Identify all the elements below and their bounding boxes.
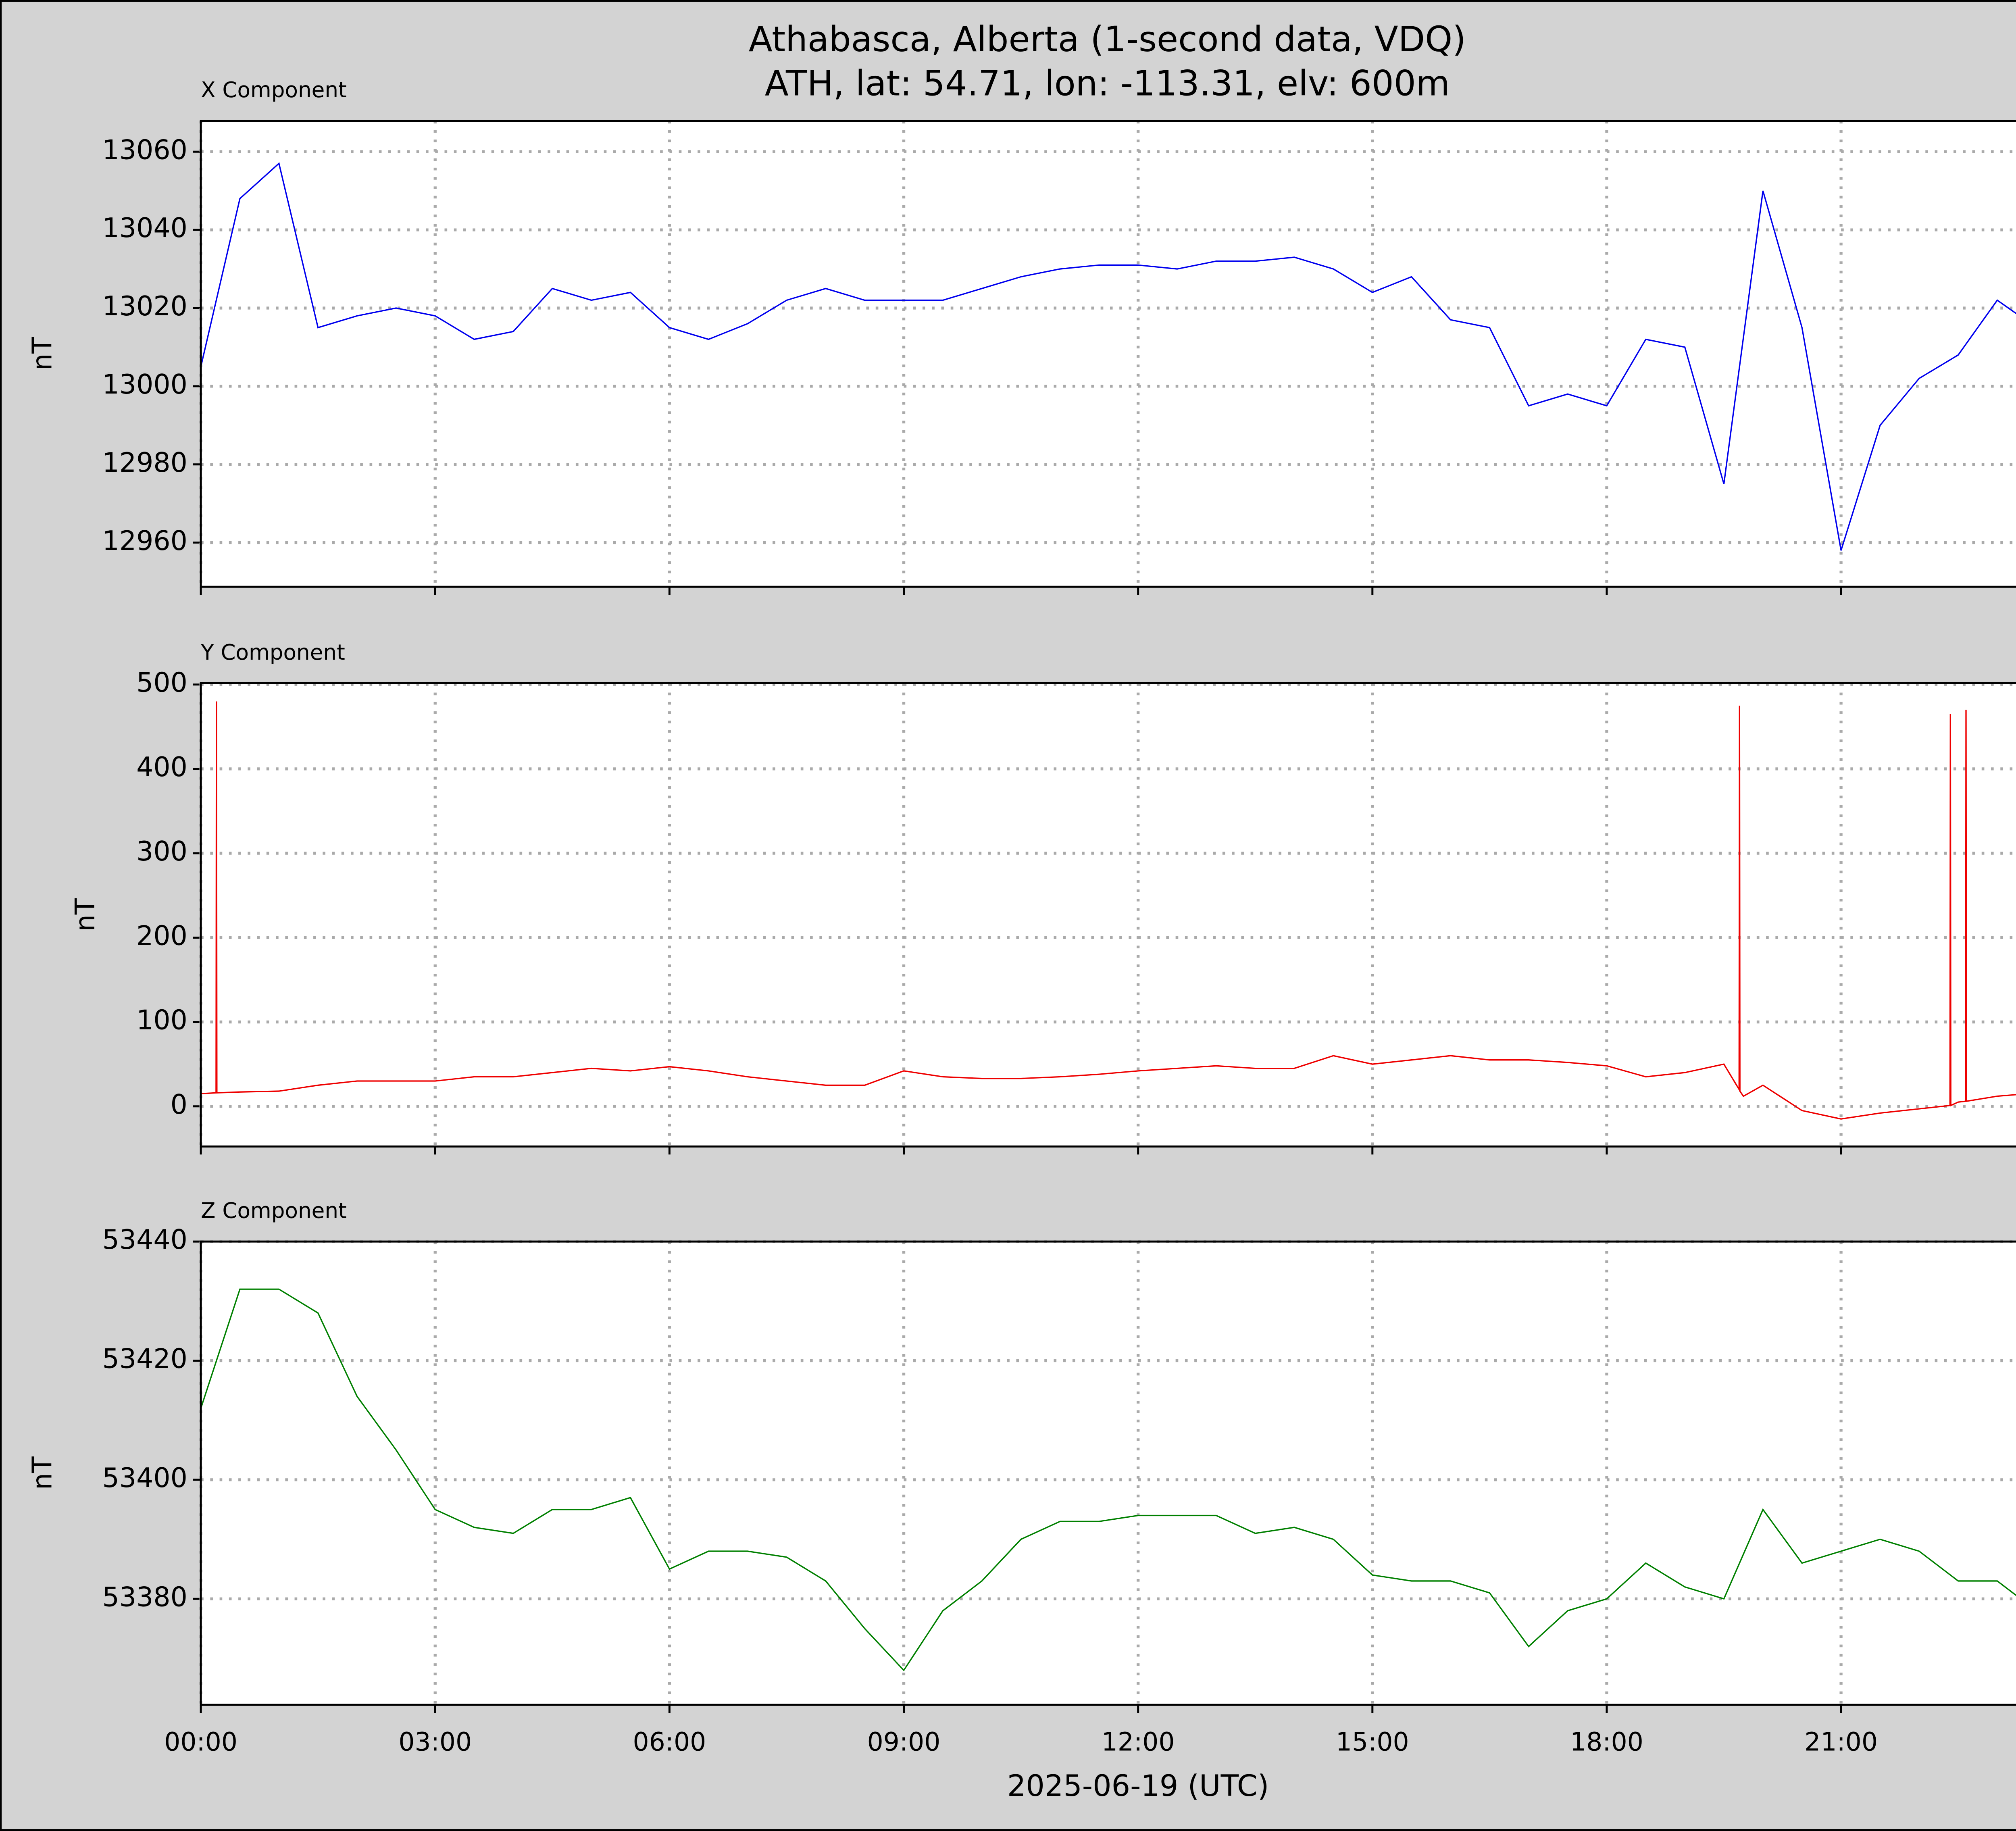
subplot-title: Y Component [200, 640, 345, 665]
data-line [201, 1288, 2016, 1672]
y-tick-label: 100 [136, 1004, 187, 1036]
y-tick-label: 13060 [102, 134, 187, 165]
y-axis-label: nT [69, 898, 101, 931]
x-tick-label: 09:00 [867, 1727, 941, 1756]
y-axis-label: nT [27, 337, 58, 371]
y-tick-label: 12960 [102, 525, 187, 556]
x-tick-label: 18:00 [1570, 1727, 1643, 1756]
x-tick-label: 21:00 [1804, 1727, 1878, 1756]
figure-subtitle: ATH, lat: 54.71, lon: -113.31, elv: 600m [765, 64, 1450, 104]
plot-frame [200, 120, 2016, 588]
y-tick-label: 400 [136, 751, 187, 783]
y-tick-label: 13000 [102, 369, 187, 400]
plot-area [201, 683, 2016, 1147]
x-tick-label: 12:00 [1102, 1727, 1175, 1756]
y-tick-label: 0 [171, 1089, 187, 1120]
y-tick-label: 500 [136, 667, 187, 698]
subplot-title: X Component [201, 77, 347, 102]
plot-frame [200, 1240, 2016, 1706]
y-tick-label: 13020 [102, 290, 187, 322]
y-tick-label: 53440 [102, 1224, 187, 1255]
y-tick-label: 53420 [102, 1343, 187, 1375]
x-axis-label: 2025-06-19 (UTC) [1007, 1769, 1269, 1803]
plot-area [201, 121, 2016, 587]
y-tick-label: 300 [136, 835, 187, 867]
data-line [201, 162, 2016, 551]
x-tick-label: 15:00 [1336, 1727, 1409, 1756]
plot-frame [200, 682, 2016, 1148]
x-tick-label: 03:00 [398, 1727, 472, 1756]
subplot-title: Z Component [201, 1198, 347, 1223]
y-tick-label: 12980 [102, 447, 187, 478]
data-line [201, 701, 2016, 1120]
figure-title: Athabasca, Alberta (1-second data, VDQ) [749, 19, 1466, 60]
y-tick-label: 53400 [102, 1462, 187, 1494]
x-tick-label: 00:00 [164, 1727, 237, 1756]
y-axis-label: nT [27, 1456, 58, 1490]
y-tick-label: 13040 [102, 212, 187, 244]
x-tick-label: 06:00 [633, 1727, 706, 1756]
y-tick-label: 53380 [102, 1581, 187, 1612]
y-tick-label: 200 [136, 920, 187, 951]
plot-area [201, 1241, 2016, 1705]
